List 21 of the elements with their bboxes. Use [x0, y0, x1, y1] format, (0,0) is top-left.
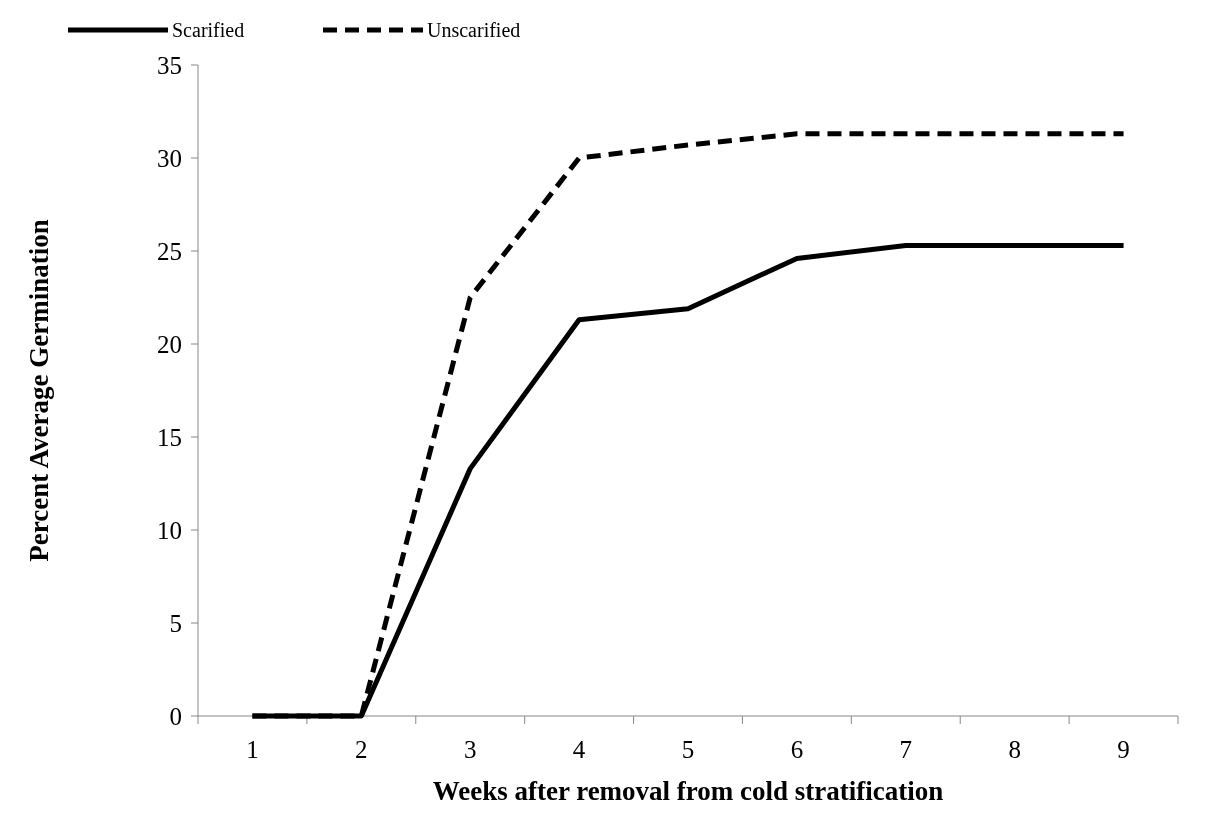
y-tick-label: 10	[157, 516, 182, 544]
x-axis-title: Weeks after removal from cold stratification	[432, 776, 944, 806]
x-tick-label: 6	[790, 736, 804, 763]
legend-label: Unscarified	[427, 19, 521, 41]
y-tick-label: 15	[157, 423, 182, 451]
y-tick-label: 25	[157, 237, 182, 265]
y-tick-label: 35	[157, 51, 182, 79]
y-tick-label: 5	[169, 609, 182, 637]
x-tick-label: 1	[246, 736, 259, 763]
x-tick-label: 9	[1117, 736, 1130, 763]
y-tick-label: 30	[157, 144, 182, 172]
x-tick-label: 8	[1008, 736, 1021, 763]
y-axis-title: Percent Average Germination	[24, 219, 54, 562]
legend-label: Scarified	[172, 19, 245, 41]
x-tick-label: 7	[899, 736, 913, 763]
x-tick-label: 2	[355, 736, 368, 763]
y-tick-label: 20	[157, 330, 182, 358]
x-tick-label: 5	[681, 736, 695, 763]
y-tick-label: 0	[169, 702, 182, 730]
x-tick-label: 4	[572, 736, 586, 763]
x-tick-label: 3	[463, 736, 477, 763]
